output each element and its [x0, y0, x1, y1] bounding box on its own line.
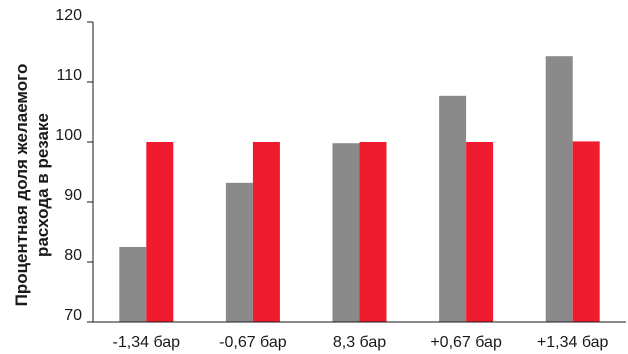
y-tick-label: 70 [64, 307, 82, 324]
x-category-label: -1,34 бар [113, 334, 181, 351]
x-labels-group: -1,34 бар -0,67 бар 8,3 бар +0,67 бар +1,34 … [113, 334, 609, 351]
bar-red [572, 141, 600, 322]
y-tick-label: 90 [64, 187, 82, 204]
bar-red [252, 142, 280, 322]
y-tick-label: 120 [55, 7, 82, 24]
bar-gray [439, 95, 467, 322]
x-category-label: +0,67 бар [430, 334, 502, 351]
x-category-label: 8,3 бар [333, 334, 386, 351]
x-category-label: +1,34 бар [537, 334, 609, 351]
bar-red [359, 142, 387, 322]
y-tick-label: 110 [56, 67, 82, 84]
y-ticks-group: 70 80 90 100 110 120 [55, 7, 93, 324]
y-tick-label: 80 [64, 247, 82, 264]
bar-gray [119, 247, 147, 322]
bar-red [466, 142, 494, 322]
bar-red [146, 142, 174, 322]
y-axis-title-line-2: расхода в резаке [33, 113, 52, 257]
bar-gray [332, 143, 360, 322]
bar-gray [545, 56, 573, 322]
y-tick-label: 100 [55, 127, 82, 144]
y-axis-title-line-1: Процентная доля желаемого [12, 64, 31, 307]
x-category-label: -0,67 бар [219, 334, 287, 351]
bar-gray [225, 182, 253, 322]
bars-group [119, 56, 600, 322]
